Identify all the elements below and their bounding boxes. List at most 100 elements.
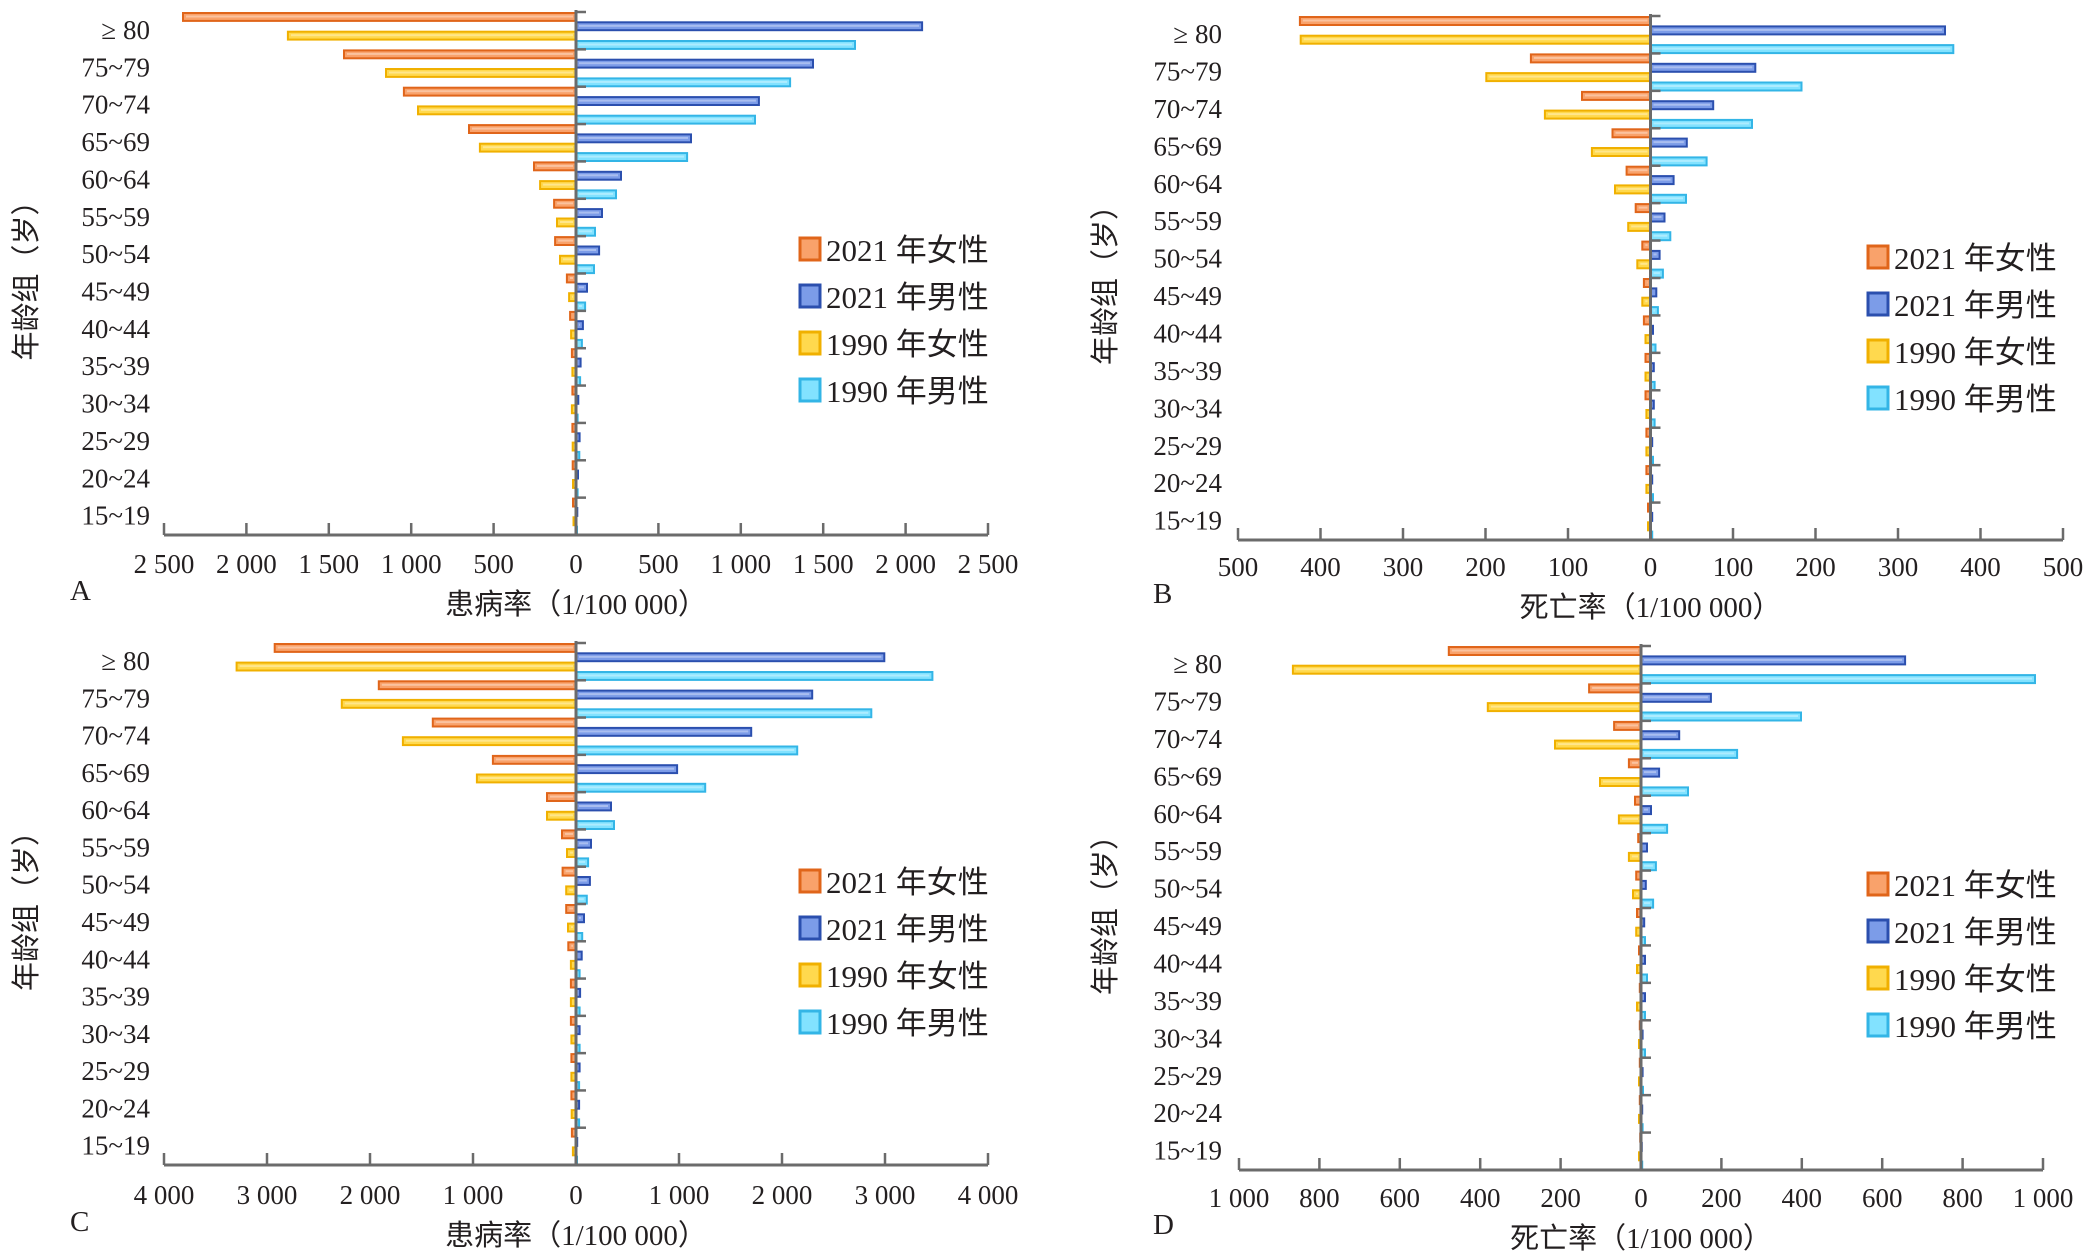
panel-a-category-label: 50~54 — [81, 239, 150, 269]
panel-c-category-label: 35~39 — [81, 982, 150, 1012]
panel-a-bar-highlight-m2021-7 — [579, 286, 584, 289]
panel-c-legend-label-m1990: 1990 年男性 — [826, 1006, 989, 1041]
panel-a-legend-label-f2021: 2021 年女性 — [826, 233, 989, 268]
panel-d-x-axis-title: 死亡率（1/100 000） — [1510, 1222, 1772, 1255]
panel-a-bar-highlight-f2021-1 — [347, 52, 573, 55]
panel-a-category-label: 60~64 — [81, 164, 150, 194]
panel-c-bar-highlight-m1990-0 — [579, 674, 930, 677]
panel-b-category-label: 45~49 — [1153, 281, 1222, 311]
panel-d-x-tick-label: 200 — [1701, 1183, 1742, 1213]
panel-c-bar-highlight-f1990-5 — [570, 851, 573, 854]
panel-d-x-tick-label: 600 — [1380, 1183, 1421, 1213]
panel-d-category-label: 70~74 — [1153, 724, 1222, 754]
panel-d-category-label: 50~54 — [1153, 874, 1222, 904]
panel-a-category-label: 30~34 — [81, 389, 150, 419]
panel-b-x-tick-label: 400 — [1300, 552, 1341, 582]
panel-b-bar-highlight-f2021-1 — [1533, 56, 1648, 59]
panel-a-bar-highlight-m2021-2 — [579, 99, 756, 102]
panel-c-category-label: 65~69 — [81, 758, 150, 788]
panel-c-category-label: 30~34 — [81, 1019, 150, 1049]
panel-a-legend-swatch-m1990 — [798, 377, 822, 403]
panel-a-bar-highlight-m1990-6 — [579, 267, 591, 270]
panel-b-bar-highlight-m2021-4 — [1653, 178, 1671, 181]
panel-d-bar-highlight-m1990-3 — [1644, 789, 1685, 792]
panel-a-legend-label-m1990: 1990 年男性 — [826, 374, 989, 409]
panel-b-x-tick-label: 400 — [1960, 552, 2001, 582]
panel-a-bar-highlight-m2021-3 — [579, 136, 688, 139]
panel-d-legend-label-m2021: 2021 年男性 — [1894, 915, 2057, 950]
panel-b-legend-swatch-m1990 — [1866, 385, 1890, 411]
panel-d-x-tick-label: 0 — [1634, 1183, 1648, 1213]
panel-a-bar-highlight-m1990-3 — [579, 155, 685, 158]
panel-a-bar-highlight-f1990-2 — [421, 108, 573, 111]
panel-c-bar-highlight-m2021-2 — [579, 730, 749, 733]
panel-b-bar-highlight-f1990-4 — [1618, 187, 1648, 190]
panel-d-bar-highlight-m2021-2 — [1644, 733, 1677, 736]
panel-d-category-label: 30~34 — [1153, 1023, 1222, 1053]
panel-c-x-tick-label: 0 — [569, 1180, 583, 1210]
panel-d-bar-highlight-m2021-3 — [1644, 771, 1657, 774]
panel-c-legend-swatch-f1990 — [798, 962, 822, 988]
panel-b-legend-label-f1990: 1990 年女性 — [1894, 335, 2057, 370]
panel-c-letter: C — [70, 1206, 89, 1238]
panel-b-category-label: 35~39 — [1153, 356, 1222, 386]
panel-c-bar-highlight-m2021-1 — [579, 693, 810, 696]
panel-b-bar-highlight-m1990-7 — [1653, 309, 1655, 312]
panel-d-bar-highlight-m2021-0 — [1644, 658, 1903, 661]
panel-c-bar-highlight-f2021-1 — [381, 683, 573, 686]
panel-b-category-label: 75~79 — [1153, 56, 1222, 86]
panel-a-bar-highlight-f1990-1 — [389, 71, 573, 74]
panel-c-y-axis-title: 年龄组（岁） — [10, 817, 43, 991]
panel-b-bar-highlight-m1990-4 — [1653, 197, 1683, 200]
panel-a-x-tick-label: 1 500 — [298, 549, 359, 579]
panel-c-x-tick-label: 4 000 — [134, 1180, 195, 1210]
panel-d-bar-highlight-f1990-1 — [1490, 705, 1638, 708]
panel-d-category-label: 35~39 — [1153, 986, 1222, 1016]
panel-c-bar-highlight-m1990-3 — [579, 786, 703, 789]
panel-d-bar-highlight-m2021-4 — [1644, 808, 1648, 811]
panel-c-bar-highlight-m1990-5 — [579, 860, 586, 863]
panel-d-legend-swatch-m2021 — [1866, 918, 1890, 944]
panel-b-bar-highlight-m2021-5 — [1653, 216, 1662, 218]
panel-c-legend-swatch-f2021 — [798, 868, 822, 894]
panel-b-category-label: 60~64 — [1153, 169, 1222, 199]
panel-b-bar-highlight-m2021-2 — [1653, 103, 1711, 106]
panel-c-bar-highlight-f1990-4 — [550, 814, 573, 817]
panel-a-x-tick-label: 500 — [638, 549, 679, 579]
panel-b-x-tick-label: 500 — [1218, 552, 1259, 582]
panel-a-bar-highlight-f2021-7 — [569, 277, 573, 279]
panel-c-bar-highlight-f2021-0 — [277, 646, 573, 649]
panel-c-bar-highlight-f2021-3 — [495, 758, 573, 761]
panel-b-bar-highlight-m1990-0 — [1653, 47, 1951, 50]
panel-d-x-tick-label: 1 000 — [2013, 1183, 2074, 1213]
panel-b-category-label: 20~24 — [1153, 468, 1222, 498]
panel-d-x-tick-label: 400 — [1460, 1183, 1501, 1213]
panel-c-x-tick-label: 1 000 — [649, 1180, 710, 1210]
panel-d-category-label: 15~19 — [1153, 1136, 1222, 1166]
panel-b-bar-highlight-f1990-6 — [1640, 262, 1648, 265]
panel-d-bar-highlight-f1990-5 — [1631, 855, 1638, 858]
panel-c-legend-label-f1990: 1990 年女性 — [826, 959, 989, 994]
panel-b-bar-highlight-f2021-5 — [1638, 206, 1648, 209]
panel-b-x-tick-label: 100 — [1713, 552, 1754, 582]
panel-d-bar-highlight-m1990-2 — [1644, 752, 1735, 755]
panel-b-y-axis-title: 年龄组（岁） — [1089, 191, 1122, 365]
panel-a-bar-highlight-f1990-0 — [290, 34, 573, 37]
panel-d-bar-highlight-f1990-0 — [1295, 668, 1638, 671]
panel-a-bar-highlight-f2021-4 — [537, 164, 573, 167]
panel-b-legend-swatch-f1990 — [1866, 338, 1890, 364]
panel-b-legend-swatch-m2021 — [1866, 291, 1890, 317]
panel-b-x-tick-label: 300 — [1878, 552, 1919, 582]
panel-d-legend-label-f1990: 1990 年女性 — [1894, 962, 2057, 997]
panel-a-bar-highlight-f2021-2 — [406, 90, 573, 93]
panel-a-y-axis-title: 年龄组（岁） — [10, 186, 43, 360]
panel-c-legend-label-f2021: 2021 年女性 — [826, 865, 989, 900]
panel-b-bar-highlight-m2021-6 — [1653, 253, 1657, 256]
panel-a-x-tick-label: 1 500 — [793, 549, 854, 579]
panel-b-category-label: 70~74 — [1153, 94, 1222, 124]
panel-b-bar-highlight-m2021-0 — [1653, 28, 1942, 31]
panel-a-x-tick-label: 2 000 — [216, 549, 277, 579]
panel-a-legend-swatch-m2021 — [798, 283, 822, 309]
panel-a-category-label: 35~39 — [81, 351, 150, 381]
panel-a-legend-swatch-f1990 — [798, 330, 822, 356]
